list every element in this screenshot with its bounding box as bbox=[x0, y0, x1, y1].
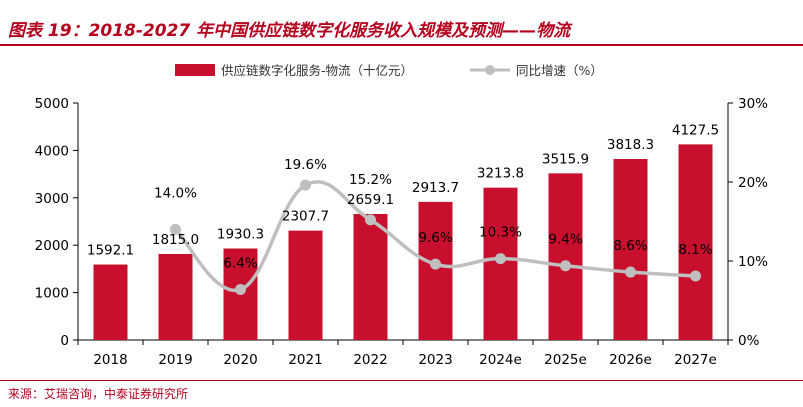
line-series bbox=[170, 179, 701, 295]
bar bbox=[158, 253, 193, 340]
figure-title-bar: 图表 19：2018-2027 年中国供应链数字化服务收入规模及预测——物流 bbox=[0, 14, 803, 46]
x-tick-label: 2024e bbox=[479, 352, 522, 368]
bar bbox=[613, 159, 648, 340]
bar bbox=[93, 264, 128, 340]
y-left-tick-label: 4000 bbox=[35, 143, 69, 159]
x-tick-label: 2025e bbox=[544, 352, 587, 368]
x-tick-label: 2022 bbox=[353, 352, 387, 368]
growth-point bbox=[495, 253, 506, 265]
bar-value-label: 3818.3 bbox=[607, 137, 654, 153]
y-left-tick-label: 2000 bbox=[35, 238, 69, 254]
bar bbox=[678, 144, 713, 340]
figure-title: 图表 19：2018-2027 年中国供应链数字化服务收入规模及预测——物流 bbox=[8, 21, 571, 41]
bar-value-label: 3213.8 bbox=[477, 166, 524, 182]
y-right-tick-label: 20% bbox=[738, 175, 768, 191]
growth-point bbox=[430, 258, 441, 270]
growth-point bbox=[300, 179, 311, 191]
bar-value-label: 1815.0 bbox=[152, 232, 199, 248]
growth-value-label: 8.6% bbox=[613, 238, 647, 254]
y-right-tick-label: 0% bbox=[738, 333, 760, 349]
legend-bar-swatch bbox=[175, 64, 215, 76]
growth-line bbox=[174, 180, 696, 293]
growth-value-label: 14.0% bbox=[154, 185, 197, 201]
source-note: 来源：艾瑞咨询，中泰证券研究所 bbox=[8, 387, 189, 401]
bar-value-label: 2913.7 bbox=[412, 180, 459, 196]
legend: 供应链数字化服务-物流（十亿元） 同比增速（%） bbox=[175, 63, 603, 78]
growth-point bbox=[235, 283, 246, 295]
bar bbox=[548, 173, 583, 340]
growth-point bbox=[365, 214, 376, 226]
growth-value-label: 6.4% bbox=[223, 255, 257, 271]
x-tick-label: 2020 bbox=[223, 352, 257, 368]
y-left-tick-label: 3000 bbox=[35, 191, 69, 207]
bar-value-label: 3515.9 bbox=[542, 151, 589, 167]
x-tick-label: 2019 bbox=[158, 352, 192, 368]
growth-point bbox=[560, 260, 571, 272]
y-left-tick-label: 5000 bbox=[35, 96, 69, 112]
x-tick-label: 2023 bbox=[418, 352, 452, 368]
bar bbox=[288, 230, 323, 340]
x-tick-label: 2018 bbox=[93, 352, 127, 368]
growth-value-label: 8.1% bbox=[678, 242, 712, 258]
data-labels: 1592.1 1815.0 1930.3 2307.7 2659.1 2913.7 3213… bbox=[87, 122, 719, 271]
source-divider bbox=[0, 380, 803, 381]
x-tick-label: 2027e bbox=[674, 352, 717, 368]
bar-value-label: 4127.5 bbox=[672, 122, 719, 138]
growth-value-label: 19.6% bbox=[284, 157, 327, 173]
y-left-tick-label: 1000 bbox=[35, 286, 69, 302]
legend-line-marker bbox=[485, 65, 495, 75]
growth-value-label: 9.6% bbox=[418, 230, 452, 246]
y-right-tick-label: 30% bbox=[738, 96, 768, 112]
y-left-tick-label: 0 bbox=[60, 333, 69, 349]
bar-value-label: 1930.3 bbox=[217, 227, 264, 243]
title-divider bbox=[0, 44, 803, 46]
y-right-tick-label: 10% bbox=[738, 254, 768, 270]
x-tick-label: 2026e bbox=[609, 352, 652, 368]
x-tick-label: 2021 bbox=[288, 352, 322, 368]
bar-series bbox=[93, 144, 713, 340]
growth-value-label: 9.4% bbox=[548, 232, 582, 248]
bar bbox=[418, 201, 453, 340]
growth-point bbox=[690, 270, 701, 282]
growth-value-label: 10.3% bbox=[479, 225, 522, 241]
legend-line-label: 同比增速（%） bbox=[516, 63, 603, 78]
growth-point bbox=[625, 266, 636, 278]
growth-value-label: 15.2% bbox=[349, 172, 392, 188]
bar-value-label: 2659.1 bbox=[347, 192, 394, 208]
growth-point bbox=[170, 223, 181, 235]
bar bbox=[353, 213, 388, 340]
bar-value-label: 1592.1 bbox=[87, 243, 134, 259]
bar-value-label: 2307.7 bbox=[282, 209, 329, 225]
axes: 0 1000 2000 3000 4000 5000 0% 10% 20% 30% 2018 2019… bbox=[35, 96, 769, 368]
legend-bar-label: 供应链数字化服务-物流（十亿元） bbox=[221, 63, 413, 78]
